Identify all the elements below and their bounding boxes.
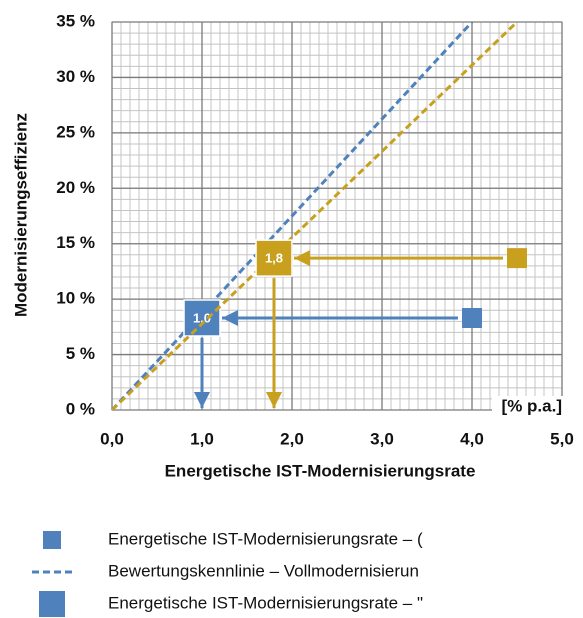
y-tick-label: 15 %: [56, 233, 95, 252]
y-tick-label: 25 %: [56, 122, 95, 141]
arrow-head: [294, 250, 310, 267]
x-tick-label: 3,0: [370, 429, 394, 448]
arrow-head: [194, 392, 210, 408]
legend-text: Energetische IST-Modernisierungsrate – ": [108, 593, 423, 612]
marker: [255, 239, 293, 277]
series-line: [112, 22, 519, 410]
x-tick-label: 2,0: [280, 429, 304, 448]
x-axis-title: Energetische IST-Modernisierungsrate: [165, 461, 476, 480]
point-label: 1,0: [193, 310, 211, 325]
unit-label: [% p.a.]: [502, 396, 562, 415]
marker: [462, 307, 482, 328]
y-tick-label: 20 %: [56, 178, 95, 197]
legend-marker: [43, 531, 61, 549]
arrow-head: [266, 392, 282, 408]
legend-text: Energetische IST-Modernisierungsrate – (: [108, 529, 423, 548]
unit-label-bg: [492, 396, 564, 418]
marker: [183, 299, 221, 337]
y-tick-label: 5 %: [66, 344, 95, 363]
x-tick-label: 5,0: [550, 429, 574, 448]
legend-text: Bewertungskennlinie – Vollmodernisierun: [108, 561, 419, 580]
x-tick-label: 0,0: [100, 429, 124, 448]
arrow-head: [222, 309, 238, 326]
x-tick-label: 1,0: [190, 429, 214, 448]
marks: 1,0 1,8: [112, 22, 527, 410]
grid: [111, 21, 563, 411]
legend-marker: [39, 591, 65, 617]
y-tick-label: 0 %: [66, 399, 95, 418]
series-line: [112, 22, 474, 410]
y-tick-label: 30 %: [56, 67, 95, 86]
y-tick-label: 35 %: [56, 11, 95, 30]
y-tick-label: 10 %: [56, 289, 95, 308]
marker: [507, 248, 527, 269]
legend: Energetische IST-Modernisierungsrate – (…: [32, 529, 423, 617]
y-axis-title: Modernisierungseffizienz: [11, 113, 30, 317]
point-label: 1,8: [265, 251, 283, 266]
x-tick-label: 4,0: [460, 429, 484, 448]
